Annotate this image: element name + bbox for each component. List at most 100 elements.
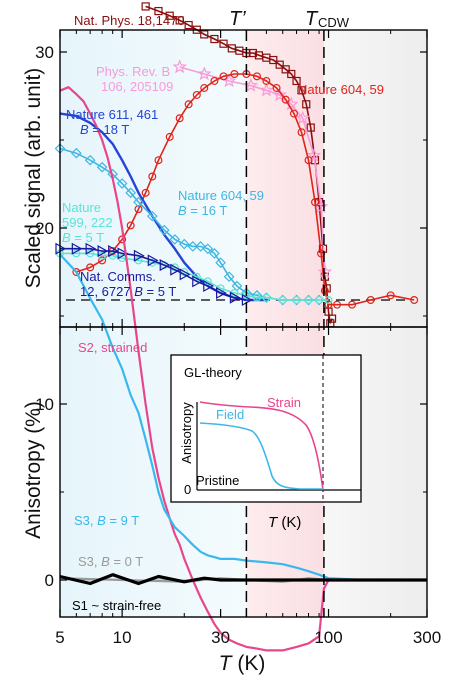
intermediate-region-0 (246, 30, 324, 327)
axes: 5 10 30 100 300 0 10 20 30 (35, 30, 441, 647)
point-nat-comms-12-6727-6 (170, 263, 182, 276)
x-tick-label: 100 (314, 628, 342, 647)
point-nature-604-59-2 (262, 76, 271, 85)
point-nature-599-222-5 (324, 296, 333, 305)
point-nature-599-222-5 (278, 296, 287, 305)
point-nature-604-59-2 (281, 95, 290, 104)
point-nature-604-59-2 (289, 109, 298, 118)
point-nature-604-59-2 (200, 83, 209, 92)
point-phys-rev-b-106-205109-1 (306, 147, 322, 162)
point-nat-phys-18-1470-0 (141, 2, 150, 11)
point-nat-comms-12-6727-6 (203, 280, 215, 293)
point-nat-comms-12-6727-6 (216, 286, 227, 300)
point-nature-604-59-2 (126, 221, 135, 230)
point-phys-rev-b-106-205109-1 (172, 59, 187, 74)
point-nat-phys-18-1470-0 (297, 86, 306, 95)
point-nature-604-59-4 (116, 178, 128, 189)
series-line-nature-604-59-2 (76, 73, 415, 306)
point-nat-phys-18-1470-0 (154, 6, 163, 16)
normal-region-0 (323, 30, 427, 327)
label-nature-604-cyan-field: B = 16 T (178, 203, 227, 218)
label-phys-rev-b-1: Phys. Rev. B (96, 64, 170, 79)
point-nature-604-59-4 (96, 161, 108, 173)
point-nat-phys-18-1470-0 (219, 39, 228, 48)
label-nature-599-2: 599, 222 (62, 215, 113, 230)
label-nature-604-red: Nature 604, 59 (298, 82, 384, 97)
point-nat-comms-12-6727-6 (108, 245, 119, 258)
point-nature-604-59-2 (297, 128, 306, 137)
point-nature-604-59-2 (386, 291, 395, 300)
point-nature-604-59-2 (134, 205, 143, 214)
series-nat-comms-12-6727-6 (55, 242, 253, 307)
point-nat-phys-18-1470-0 (248, 48, 257, 58)
point-nat-phys-18-1470-0 (327, 314, 337, 323)
point-nature-604-59-4 (158, 224, 170, 236)
point-nature-604-59-2 (72, 268, 81, 277)
point-nature-604-59-4 (146, 210, 158, 222)
point-nature-604-59-4 (215, 257, 226, 269)
point-nature-599-222-5 (292, 296, 301, 305)
point-nature-604-59-2 (272, 83, 281, 92)
point-nature-604-59-2 (154, 156, 163, 165)
point-nat-comms-12-6727-6 (147, 254, 159, 267)
point-nat-comms-12-6727-6 (117, 247, 129, 260)
point-nat-phys-18-1470-0 (287, 69, 296, 79)
point-nature-604-59-2 (98, 256, 107, 265)
point-nature-604-59-4 (209, 248, 220, 259)
point-nature-604-59-4 (251, 289, 263, 301)
label-s1: S1 ~ strain-free (72, 598, 161, 613)
point-nature-604-59-4 (70, 147, 82, 159)
inset-frame (170, 354, 362, 503)
point-nature-604-59-4 (202, 243, 214, 255)
point-phys-rev-b-106-205109-1 (317, 264, 333, 279)
label-nature-599-field: B = 5 T (62, 230, 104, 245)
point-nat-comms-12-6727-6 (71, 242, 83, 255)
point-nature-599-222-5 (304, 296, 313, 305)
inset-label-pristine: Pristine (196, 473, 239, 488)
t-cdw-subscript: CDW (318, 15, 350, 30)
point-nature-604-59-2 (86, 263, 95, 272)
label-nature-611-field: B = 18 T (80, 122, 129, 137)
label-phys-rev-b-2: 106, 205109 (101, 79, 173, 94)
label-nature-599-1: Nature (62, 200, 101, 215)
point-nat-comms-12-6727-6 (159, 259, 171, 272)
point-nature-604-59-2 (175, 114, 184, 123)
bottom-panel (59, 86, 427, 652)
point-nature-604-59-2 (192, 90, 201, 99)
label-nat-comms-2: 12, 6727 B = 5 T (80, 284, 176, 299)
label-nat-phys: Nat. Phys. 18,1470 (74, 13, 185, 28)
point-nat-phys-18-1470-0 (175, 16, 184, 25)
point-nature-604-59-2 (324, 300, 333, 309)
inset-label-strain: Strain (267, 395, 301, 410)
gl-theory-inset: GL-theory Anisotropy 0 Strain Field Pris… (170, 354, 362, 503)
point-nat-comms-12-6727-6 (192, 275, 204, 288)
inset-label-field: Field (216, 407, 244, 422)
top-y-axis-title: Scaled signal (arb. unit) (22, 68, 45, 289)
inset-zero-tick: 0 (184, 482, 191, 497)
top-annotations: Nat. Phys. 18,1470 Phys. Rev. B 106, 205… (62, 13, 384, 299)
x-tick-label: 10 (113, 628, 132, 647)
inset-ylabel: Anisotropy (179, 402, 194, 464)
point-nature-604-59-2 (410, 296, 419, 305)
point-phys-rev-b-106-205109-1 (295, 110, 310, 125)
label-nature-604-cyan: Nature 604, 59 (178, 188, 264, 203)
bottom-annotations: S2, strained S3, B = 9 T S3, B = 0 T S1 … (72, 340, 161, 613)
point-nature-604-59-4 (187, 241, 199, 252)
point-nat-comms-12-6727-6 (229, 291, 241, 304)
point-nature-604-59-2 (148, 172, 157, 181)
y-tick-label: 30 (35, 43, 54, 62)
point-nat-comms-12-6727-6 (85, 242, 97, 255)
t-prime-label: T’ (229, 8, 246, 30)
point-nature-604-59-4 (223, 271, 235, 283)
series-line-s3-b-9-t (59, 253, 427, 582)
series-line-s2-strained (59, 86, 427, 652)
inset-field-curve (199, 422, 323, 490)
label-nature-611: Nature 611, 461 (66, 107, 158, 122)
point-phys-rev-b-106-205109-1 (259, 82, 274, 97)
point-nature-599-222-5 (252, 293, 261, 302)
point-nature-604-59-2 (366, 296, 375, 305)
series-line-nat-comms-12-6727-6 (60, 247, 247, 301)
label-nat-comms-1: Nat. Comms. (80, 269, 156, 284)
point-nature-604-59-2 (311, 198, 320, 207)
